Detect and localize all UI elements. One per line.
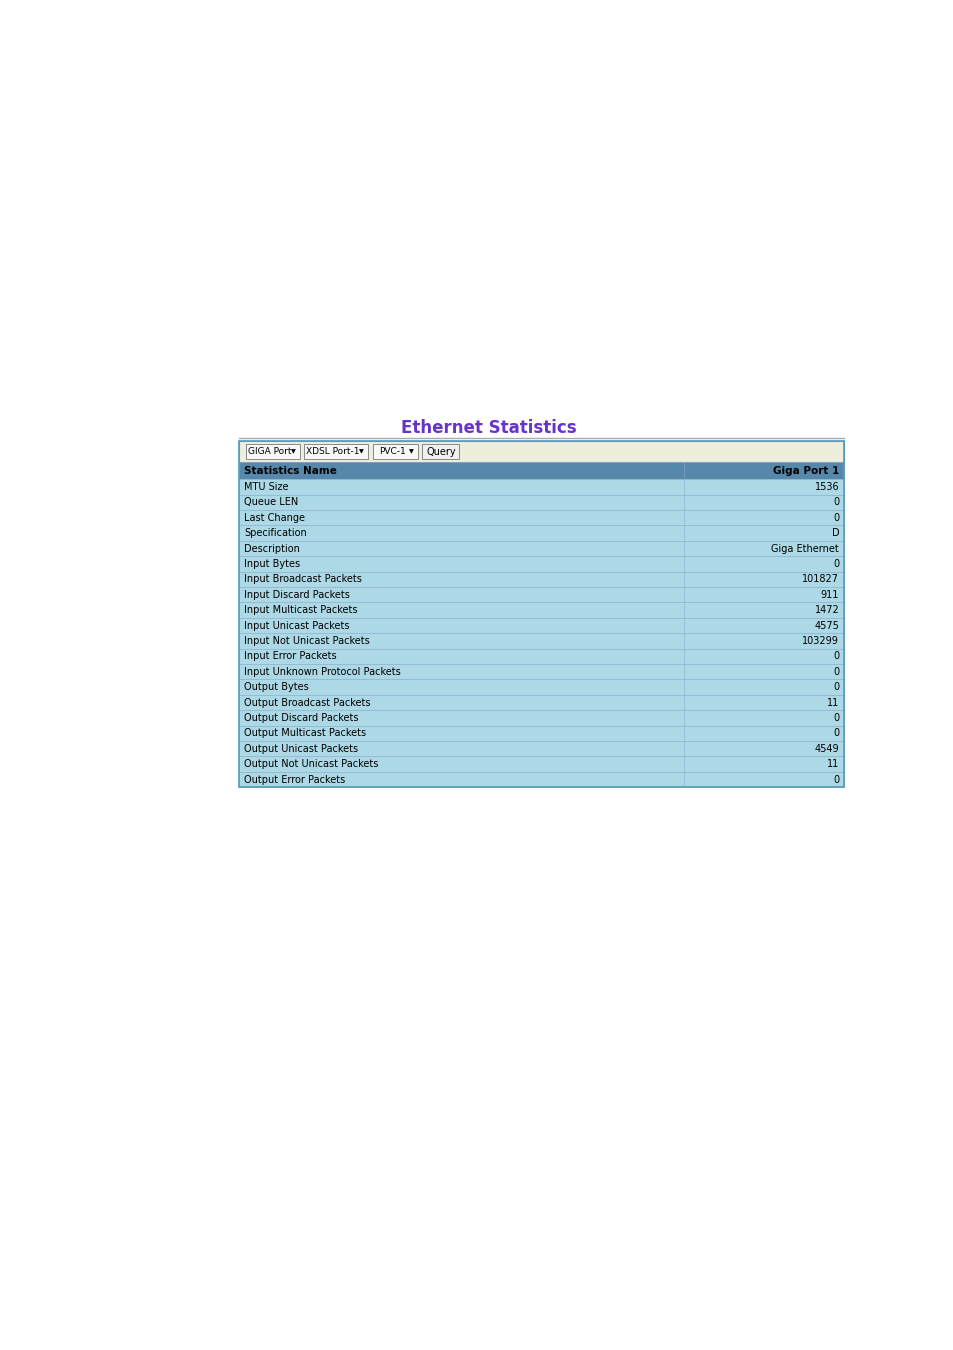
Text: ▼: ▼	[409, 450, 414, 454]
Bar	[239, 633, 843, 648]
Text: 0: 0	[832, 651, 839, 661]
Bar	[239, 556, 843, 571]
Text: 101827: 101827	[801, 574, 839, 585]
Text: Giga Port 1: Giga Port 1	[772, 466, 839, 475]
Bar	[239, 726, 843, 741]
Text: 0: 0	[832, 667, 839, 676]
Bar	[239, 541, 843, 556]
Text: 11: 11	[826, 698, 839, 707]
Text: Output Discard Packets: Output Discard Packets	[244, 713, 358, 724]
Text: MTU Size: MTU Size	[244, 482, 288, 491]
Bar	[373, 444, 417, 459]
Text: 11: 11	[826, 759, 839, 769]
Text: XDSL Port-1: XDSL Port-1	[305, 447, 359, 456]
Bar	[245, 444, 299, 459]
Bar	[239, 510, 843, 525]
Text: 1472: 1472	[814, 605, 839, 616]
Text: 911: 911	[820, 590, 839, 599]
Text: Output Error Packets: Output Error Packets	[244, 775, 345, 784]
Text: Input Unknown Protocol Packets: Input Unknown Protocol Packets	[244, 667, 400, 676]
Bar	[239, 602, 843, 618]
Text: Ethernet Statistics: Ethernet Statistics	[400, 418, 577, 436]
Text: Specification: Specification	[244, 528, 307, 539]
Bar	[239, 494, 843, 510]
Bar	[239, 756, 843, 772]
Text: Input Unicast Packets: Input Unicast Packets	[244, 621, 349, 630]
Text: 4549: 4549	[814, 744, 839, 753]
Text: Input Broadcast Packets: Input Broadcast Packets	[244, 574, 361, 585]
Text: Input Bytes: Input Bytes	[244, 559, 300, 568]
Text: PVC-1: PVC-1	[378, 447, 405, 456]
Bar	[239, 664, 843, 679]
Text: Last Change: Last Change	[244, 513, 305, 522]
Bar	[239, 648, 843, 664]
Bar	[239, 695, 843, 710]
Bar	[239, 571, 843, 587]
Bar	[239, 679, 843, 695]
Bar	[422, 444, 459, 459]
Text: Output Unicast Packets: Output Unicast Packets	[244, 744, 357, 753]
Bar	[239, 772, 843, 787]
Text: Input Discard Packets: Input Discard Packets	[244, 590, 350, 599]
Text: D: D	[831, 528, 839, 539]
Bar	[239, 440, 843, 787]
Bar	[239, 440, 843, 462]
Text: 0: 0	[832, 497, 839, 508]
Bar	[304, 444, 368, 459]
Text: Output Bytes: Output Bytes	[244, 682, 309, 693]
Text: ▼: ▼	[359, 450, 364, 454]
Text: Input Error Packets: Input Error Packets	[244, 651, 336, 661]
Bar	[239, 741, 843, 756]
Text: 0: 0	[832, 775, 839, 784]
Text: Input Multicast Packets: Input Multicast Packets	[244, 605, 357, 616]
Text: Queue LEN: Queue LEN	[244, 497, 298, 508]
Text: 4575: 4575	[814, 621, 839, 630]
Text: Output Broadcast Packets: Output Broadcast Packets	[244, 698, 370, 707]
Text: 0: 0	[832, 713, 839, 724]
Bar	[239, 587, 843, 602]
Text: Output Multicast Packets: Output Multicast Packets	[244, 729, 366, 738]
Text: 0: 0	[832, 682, 839, 693]
Text: 0: 0	[832, 513, 839, 522]
Bar	[239, 462, 843, 479]
Text: Description: Description	[244, 544, 299, 554]
Text: 0: 0	[832, 559, 839, 568]
Bar	[239, 710, 843, 726]
Text: 0: 0	[832, 729, 839, 738]
Text: GIGA Port: GIGA Port	[248, 447, 291, 456]
Text: 103299: 103299	[801, 636, 839, 645]
Text: Statistics Name: Statistics Name	[244, 466, 336, 475]
Text: Output Not Unicast Packets: Output Not Unicast Packets	[244, 759, 378, 769]
Text: 1536: 1536	[814, 482, 839, 491]
Text: Query: Query	[426, 447, 456, 456]
Bar	[239, 525, 843, 541]
Text: Giga Ethernet: Giga Ethernet	[771, 544, 839, 554]
Text: Input Not Unicast Packets: Input Not Unicast Packets	[244, 636, 370, 645]
Text: ▼: ▼	[291, 450, 295, 454]
Bar	[239, 479, 843, 494]
Bar	[239, 618, 843, 633]
